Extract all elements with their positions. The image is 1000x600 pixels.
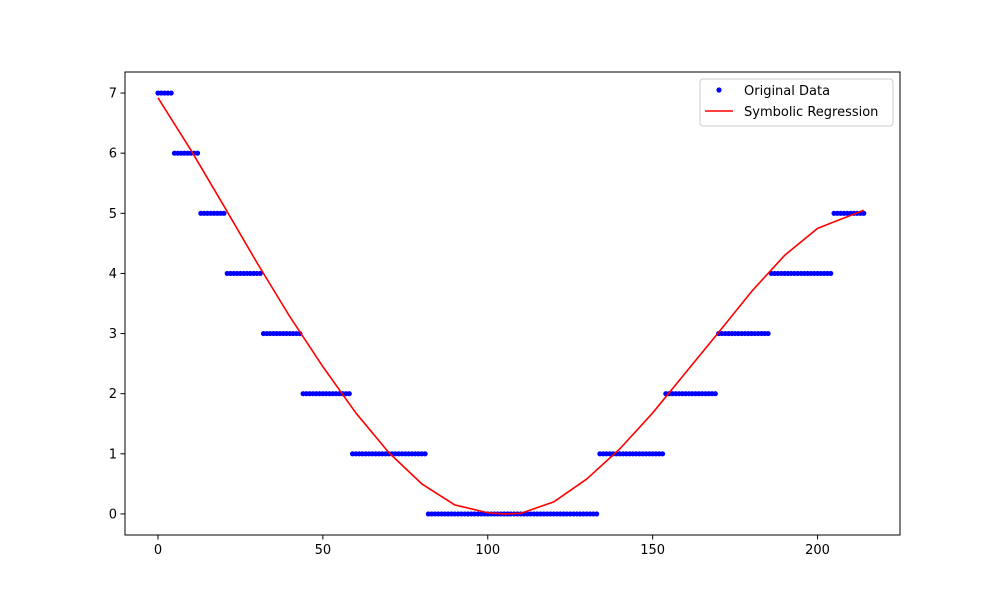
legend-label-original-data: Original Data xyxy=(744,84,830,99)
x-tick-label: 200 xyxy=(805,543,830,558)
legend-box xyxy=(699,78,894,127)
x-tick-label: 50 xyxy=(315,543,332,558)
plot-area xyxy=(155,90,867,517)
x-tick-label: 150 xyxy=(640,543,665,558)
data-point xyxy=(194,150,201,156)
legend-label-symbolic-regression: Symbolic Regression xyxy=(744,105,878,120)
y-tick-label: 0 xyxy=(109,507,117,522)
data-point xyxy=(257,270,263,277)
data-point xyxy=(168,90,174,96)
y-tick-label: 7 xyxy=(109,87,117,102)
legend: Original Data Symbolic Regression xyxy=(699,78,894,127)
data-point xyxy=(861,210,867,216)
data-point xyxy=(765,330,771,337)
legend-marker-original-data xyxy=(716,87,722,93)
axes-frame xyxy=(124,71,901,536)
data-point xyxy=(712,391,718,397)
y-tick-label: 3 xyxy=(109,327,117,342)
data-point xyxy=(346,391,352,397)
x-tick-label: 100 xyxy=(475,543,500,558)
axes: 0 50 100 150 200 0 1 2 3 4 5 6 7 xyxy=(109,71,901,558)
x-tick-label: 0 xyxy=(154,543,162,558)
data-point xyxy=(422,451,428,457)
y-tick-label: 5 xyxy=(109,207,117,222)
data-point xyxy=(659,451,666,457)
data-point xyxy=(593,511,600,517)
data-point xyxy=(828,270,834,277)
y-tick-label: 2 xyxy=(109,387,117,402)
series-symbolic-regression xyxy=(157,97,865,515)
y-tick-label: 4 xyxy=(109,267,117,282)
y-tick-label: 1 xyxy=(109,447,117,462)
series-original-data xyxy=(155,90,867,517)
y-tick-label: 6 xyxy=(109,147,117,162)
data-point xyxy=(221,210,227,216)
